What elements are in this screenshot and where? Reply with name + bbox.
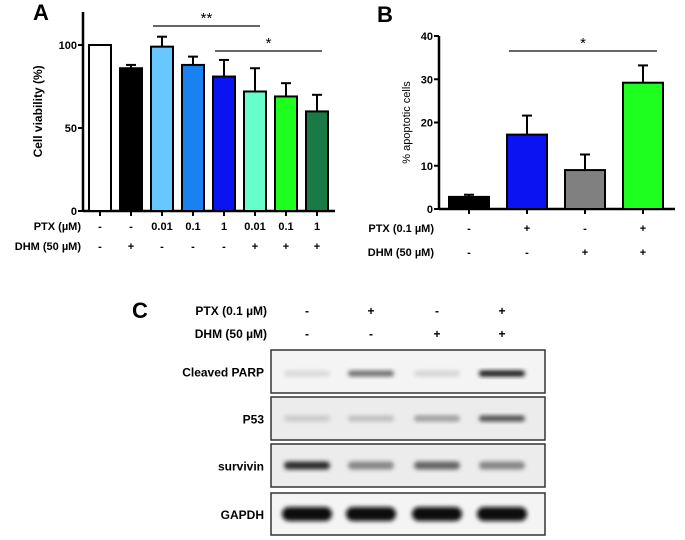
condition-label: DHM (50 µM): [368, 247, 435, 259]
y-tick-label: 40: [421, 31, 433, 43]
y-tick-label: 100: [59, 40, 77, 52]
condition-value: 0.1: [185, 221, 200, 233]
blot-row: GAPDH: [221, 492, 546, 536]
blot-band: [284, 461, 330, 470]
condition-value: 1: [221, 221, 227, 233]
blot-condition-label: PTX (0.1 µM): [195, 304, 267, 318]
panel-label-c: C: [132, 298, 148, 323]
blot-row-label: Cleaved PARP: [182, 366, 264, 380]
bar: [305, 93, 329, 212]
blot-condition-value: -: [305, 327, 309, 341]
condition-value: +: [640, 223, 646, 235]
y-tick-label: 0: [71, 206, 77, 218]
condition-value: +: [283, 241, 289, 253]
blot-row: Cleaved PARP: [182, 349, 546, 394]
y-tick-label: 20: [421, 118, 433, 130]
blot-band: [412, 507, 462, 521]
blot-condition-value: +: [433, 327, 440, 341]
bar: [181, 55, 205, 212]
blot-band: [348, 415, 394, 422]
blot-band: [284, 370, 330, 377]
blot-band: [348, 370, 394, 377]
condition-value: 0.1: [278, 221, 293, 233]
blot-row-label: P53: [243, 413, 265, 427]
blot-band: [477, 507, 527, 521]
blot-band: [348, 461, 394, 470]
plot-area: 0 50 100 Cell viability (%) PTX (µM) - - 0.01 0.…: [15, 10, 335, 253]
condition-value: -: [129, 221, 133, 233]
condition-value: +: [640, 247, 646, 259]
blot-band: [479, 461, 525, 470]
condition-value: 0.01: [244, 221, 265, 233]
bar: [506, 114, 548, 210]
blot-condition-value: -: [369, 327, 373, 341]
condition-value: +: [582, 247, 588, 259]
blot-row: survivin: [218, 443, 546, 488]
blot-condition-value: +: [498, 304, 505, 318]
panel-label-a: A: [33, 0, 49, 25]
blot-band: [282, 507, 332, 521]
condition-value: -: [98, 221, 102, 233]
blot-condition-value: -: [435, 304, 439, 318]
condition-value: -: [222, 241, 226, 253]
blot-band: [346, 507, 396, 521]
y-tick-label: 50: [65, 123, 77, 135]
condition-value: -: [525, 247, 529, 259]
significance-marker: **: [201, 10, 213, 27]
chart-cell-viability: 0 50 100 Cell viability (%) PTX (µM) - - 0.01 0.…: [15, 10, 335, 253]
condition-label: PTX (0.1 µM): [368, 223, 434, 235]
plot-area: 0 10 20 30 40 % apoptotic cells PTX (0.1 µM) - +…: [368, 31, 675, 259]
blot-band: [479, 415, 525, 422]
condition-value: -: [583, 223, 587, 235]
y-axis-label: % apoptotic cells: [401, 81, 413, 164]
blot-condition-value: -: [305, 304, 309, 318]
significance-marker: *: [266, 35, 272, 52]
western-blot: PTX (0.1 µM) - + - + DHM (50 µM) - - + + Cleaved P…: [182, 304, 546, 536]
condition-value: -: [467, 247, 471, 259]
y-axis-label: Cell viability (%): [31, 65, 45, 157]
y-tick-label: 10: [421, 161, 433, 173]
blot-band: [414, 370, 460, 377]
panel-label-b: B: [377, 2, 393, 27]
condition-value: +: [314, 241, 320, 253]
blot-condition-value: +: [367, 304, 374, 318]
bar: [88, 44, 112, 212]
bar: [119, 63, 143, 212]
condition-value: +: [128, 241, 134, 253]
blot-band: [284, 415, 330, 422]
bar: [448, 193, 490, 210]
condition-label: PTX (µM): [34, 221, 82, 233]
blot-band: [479, 370, 525, 377]
blot-row-label: GAPDH: [221, 508, 264, 522]
blot-band: [414, 415, 460, 422]
condition-value: -: [160, 241, 164, 253]
blot-condition-label: DHM (50 µM): [195, 327, 267, 341]
bar: [150, 35, 174, 212]
condition-value: -: [98, 241, 102, 253]
bar: [243, 67, 267, 212]
blot-row: P53: [243, 396, 546, 441]
condition-value: -: [191, 241, 195, 253]
blot-band: [414, 461, 460, 470]
condition-value: 0.01: [151, 221, 172, 233]
condition-value: +: [252, 241, 258, 253]
condition-value: -: [467, 223, 471, 235]
bar: [564, 153, 606, 210]
y-tick-label: 0: [427, 204, 433, 216]
condition-value: +: [524, 223, 530, 235]
bar: [622, 64, 664, 210]
blot-row-label: survivin: [218, 460, 264, 474]
condition-label: DHM (50 µM): [15, 241, 82, 253]
condition-value: 1: [314, 221, 320, 233]
significance-marker: *: [580, 35, 586, 52]
bar: [212, 58, 236, 213]
bar: [274, 82, 298, 212]
blot-condition-value: +: [498, 327, 505, 341]
chart-apoptotic-cells: 0 10 20 30 40 % apoptotic cells PTX (0.1 µM) - +…: [368, 31, 675, 259]
y-tick-label: 30: [421, 74, 433, 86]
